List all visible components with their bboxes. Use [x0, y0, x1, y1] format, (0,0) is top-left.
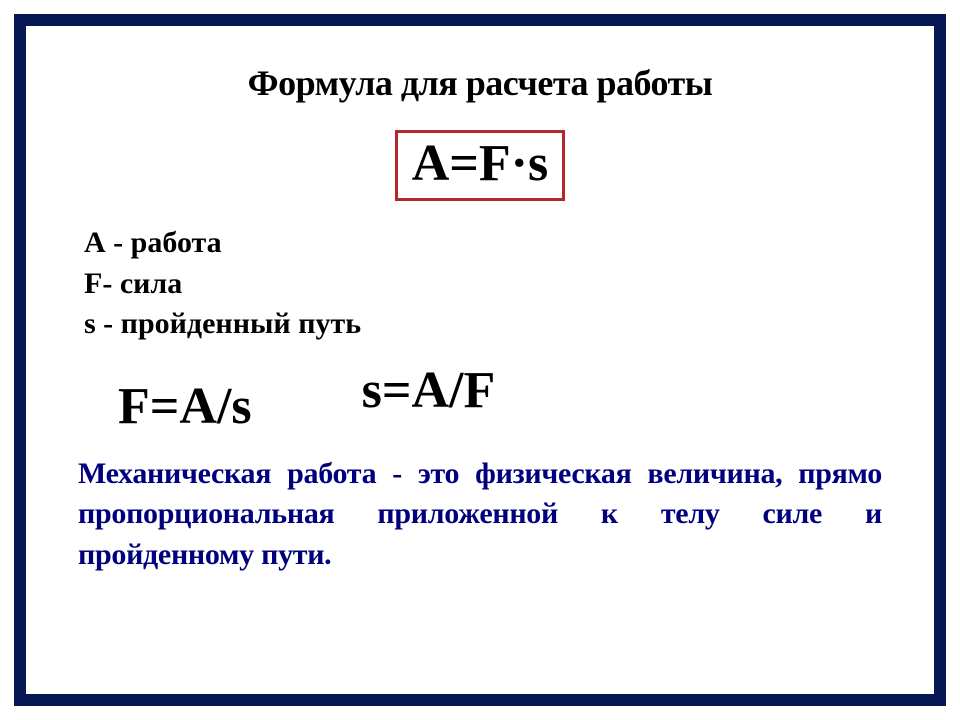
legend-f: F- сила — [84, 264, 882, 305]
page-title: Формула для расчета работы — [78, 62, 882, 104]
definition-text: Механическая работа - это физическая вел… — [78, 454, 882, 576]
derived-formulas-row: F=A/s s=A/F — [78, 361, 882, 420]
slide: Формула для расчета работы A=F·s А - раб… — [0, 0, 960, 720]
slide-frame: Формула для расчета работы A=F·s А - раб… — [14, 14, 946, 706]
main-formula-container: A=F·s — [78, 130, 882, 201]
main-formula: A=F·s — [395, 130, 566, 201]
legend-s: s - пройденный путь — [84, 304, 882, 345]
legend-a: А - работа — [84, 223, 882, 264]
derived-formula-f: F=A/s — [118, 377, 252, 436]
variable-legend: А - работа F- сила s - пройденный путь — [84, 223, 882, 345]
derived-formula-s: s=A/F — [362, 361, 496, 420]
